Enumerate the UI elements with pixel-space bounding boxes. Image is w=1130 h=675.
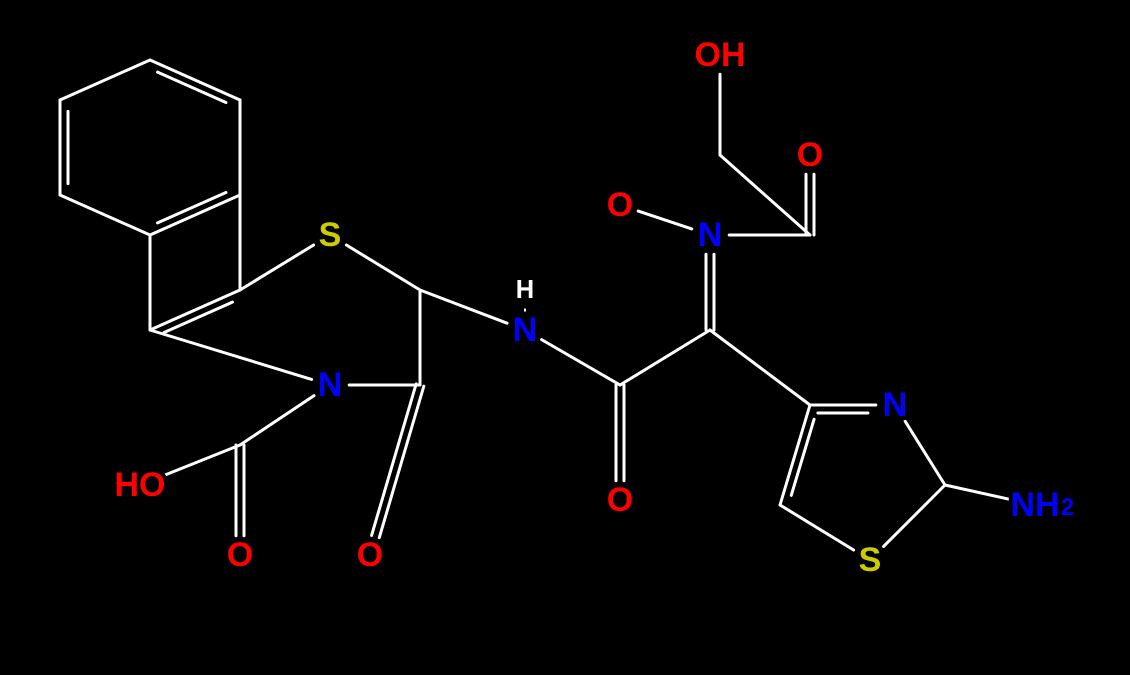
atom-label-o_oh_r: OH <box>695 36 746 74</box>
atom-subscript-n_amino: 2 <box>1061 494 1074 521</box>
atom-label-h_amide: H <box>516 276 534 304</box>
atom-label-n_amino: NH <box>1010 486 1059 524</box>
atom-label-s_ring: S <box>319 216 342 254</box>
atom-label-o_oxime: O <box>607 186 633 224</box>
atom-label-n_thia: N <box>883 386 908 424</box>
atom-label-n_oxime: N <box>698 216 723 254</box>
atom-label-o_dbl_r: O <box>797 136 823 174</box>
molecule-diagram: SNHOOONHONOOOHNSNH2 <box>0 0 1130 675</box>
atom-label-o_dbl_l: O <box>227 536 253 574</box>
atom-label-n_ring: N <box>318 366 343 404</box>
atom-label-s_thia: S <box>859 541 882 579</box>
atom-label-o_dbl_lact: O <box>357 536 383 574</box>
atom-label-o_amide: O <box>607 481 633 519</box>
atom-label-o_oh_l: HO <box>115 466 166 504</box>
atom-label-n_amide: N <box>513 311 538 349</box>
